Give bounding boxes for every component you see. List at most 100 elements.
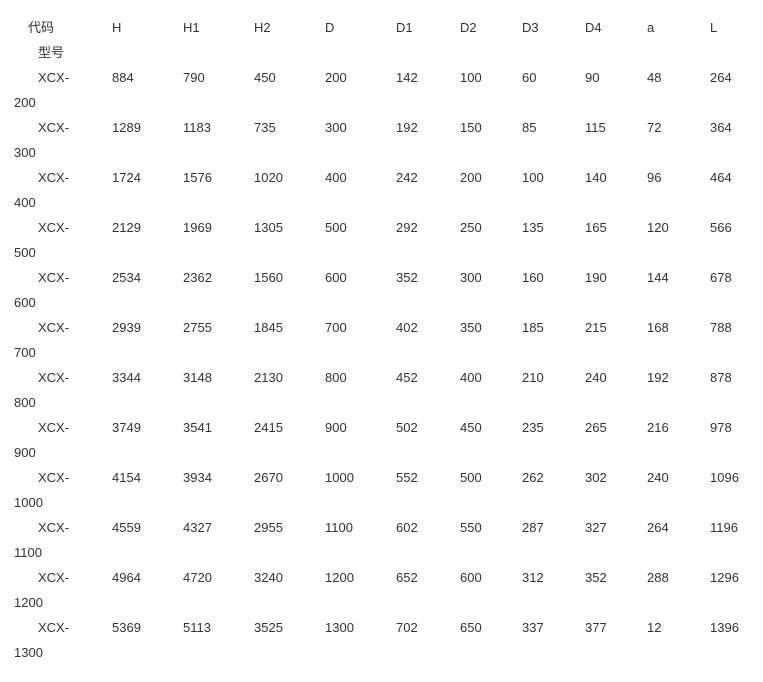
table-row: XCX-1000 4154 3934 2670 1000 552 500 262 302 240 1… [0, 465, 763, 515]
table-row: XCX-1100 4559 4327 2955 1100 602 550 287 327 264 1… [0, 515, 763, 565]
value-cell: 402 [396, 320, 418, 335]
value-cell: 100 [460, 70, 482, 85]
model-cell: XCX-1100 [14, 520, 70, 560]
value-cell: 192 [396, 120, 418, 135]
value-cell: 3934 [183, 470, 212, 485]
value-cell: 502 [396, 420, 418, 435]
value-cell: 264 [710, 70, 732, 85]
value-cell: 500 [325, 220, 347, 235]
value-cell: 1196 [710, 520, 738, 535]
value-cell: 5369 [112, 620, 141, 635]
column-header: H1 [183, 20, 200, 35]
value-cell: 735 [254, 120, 276, 135]
model-cell: XCX-1200 [14, 570, 70, 610]
value-cell: 1724 [112, 170, 141, 185]
value-cell: 678 [710, 270, 732, 285]
table-row: XCX-200 884 790 450 200 142 100 60 90 48 264 [0, 65, 763, 115]
value-cell: 400 [325, 170, 347, 185]
model-cell: XCX-200 [14, 70, 70, 110]
value-cell: 250 [460, 220, 482, 235]
value-cell: 288 [647, 570, 669, 585]
value-cell: 100 [522, 170, 544, 185]
value-cell: 602 [396, 520, 418, 535]
value-cell: 1845 [254, 320, 283, 335]
value-cell: 400 [460, 370, 482, 385]
value-cell: 240 [585, 370, 607, 385]
value-cell: 650 [460, 620, 482, 635]
column-header: D1 [396, 20, 413, 35]
value-cell: 5113 [183, 620, 211, 635]
model-cell: XCX-800 [14, 370, 70, 410]
value-cell: 1289 [112, 120, 141, 135]
value-cell: 327 [585, 520, 607, 535]
value-cell: 262 [522, 470, 544, 485]
value-cell: 287 [522, 520, 544, 535]
column-header: H [112, 20, 122, 35]
value-cell: 4559 [112, 520, 141, 535]
value-cell: 300 [325, 120, 347, 135]
value-cell: 300 [460, 270, 482, 285]
header-code-label: 代码 [28, 20, 55, 35]
value-cell: 140 [585, 170, 607, 185]
value-cell: 337 [522, 620, 544, 635]
value-cell: 2755 [183, 320, 212, 335]
value-cell: 566 [710, 220, 732, 235]
value-cell: 168 [647, 320, 669, 335]
column-header: a [647, 20, 655, 35]
value-cell: 4964 [112, 570, 141, 585]
table-row: XCX-1300 5369 5113 3525 1300 702 650 337 377 12 13… [0, 615, 763, 665]
value-cell: 550 [460, 520, 482, 535]
model-cell: XCX-900 [14, 420, 70, 460]
table-row: XCX-900 3749 3541 2415 900 502 450 235 265 216 978 [0, 415, 763, 465]
value-cell: 2939 [112, 320, 141, 335]
value-cell: 210 [522, 370, 544, 385]
value-cell: 60 [522, 70, 537, 85]
value-cell: 3148 [183, 370, 212, 385]
value-cell: 2955 [254, 520, 283, 535]
value-cell: 2415 [254, 420, 283, 435]
value-cell: 135 [522, 220, 544, 235]
value-cell: 240 [647, 470, 669, 485]
value-cell: 3749 [112, 420, 141, 435]
value-cell: 90 [585, 70, 600, 85]
value-cell: 3541 [183, 420, 212, 435]
value-cell: 4154 [112, 470, 141, 485]
column-header: D3 [522, 20, 539, 35]
value-cell: 800 [325, 370, 347, 385]
column-header: L [710, 20, 718, 35]
model-cell: XCX-400 [14, 170, 70, 210]
value-cell: 790 [183, 70, 205, 85]
value-cell: 150 [460, 120, 482, 135]
value-cell: 142 [396, 70, 418, 85]
model-cell: XCX-300 [14, 120, 70, 160]
value-cell: 292 [396, 220, 418, 235]
dimension-table: 代码 型号 H H1 H2 D D1 D2 D3 D4 a L XCX-200 884 790 450 2… [0, 15, 763, 665]
value-cell: 1969 [183, 220, 212, 235]
value-cell: 350 [460, 320, 482, 335]
value-cell: 464 [710, 170, 732, 185]
model-cell: XCX-1300 [14, 620, 70, 660]
value-cell: 242 [396, 170, 418, 185]
value-cell: 364 [710, 120, 732, 135]
model-cell: XCX-1000 [14, 470, 70, 510]
value-cell: 115 [585, 120, 606, 135]
value-cell: 352 [585, 570, 607, 585]
value-cell: 264 [647, 520, 669, 535]
value-cell: 1396 [710, 620, 739, 635]
value-cell: 1296 [710, 570, 739, 585]
value-cell: 450 [460, 420, 482, 435]
value-cell: 200 [325, 70, 347, 85]
column-header: D [325, 20, 335, 35]
value-cell: 1200 [325, 570, 354, 585]
value-cell: 2670 [254, 470, 283, 485]
value-cell: 200 [460, 170, 482, 185]
value-cell: 190 [585, 270, 607, 285]
value-cell: 3240 [254, 570, 283, 585]
value-cell: 215 [585, 320, 607, 335]
value-cell: 235 [522, 420, 544, 435]
value-cell: 2130 [254, 370, 283, 385]
model-cell: XCX-700 [14, 320, 70, 360]
value-cell: 450 [254, 70, 276, 85]
column-header: H2 [254, 20, 271, 35]
value-cell: 85 [522, 120, 537, 135]
